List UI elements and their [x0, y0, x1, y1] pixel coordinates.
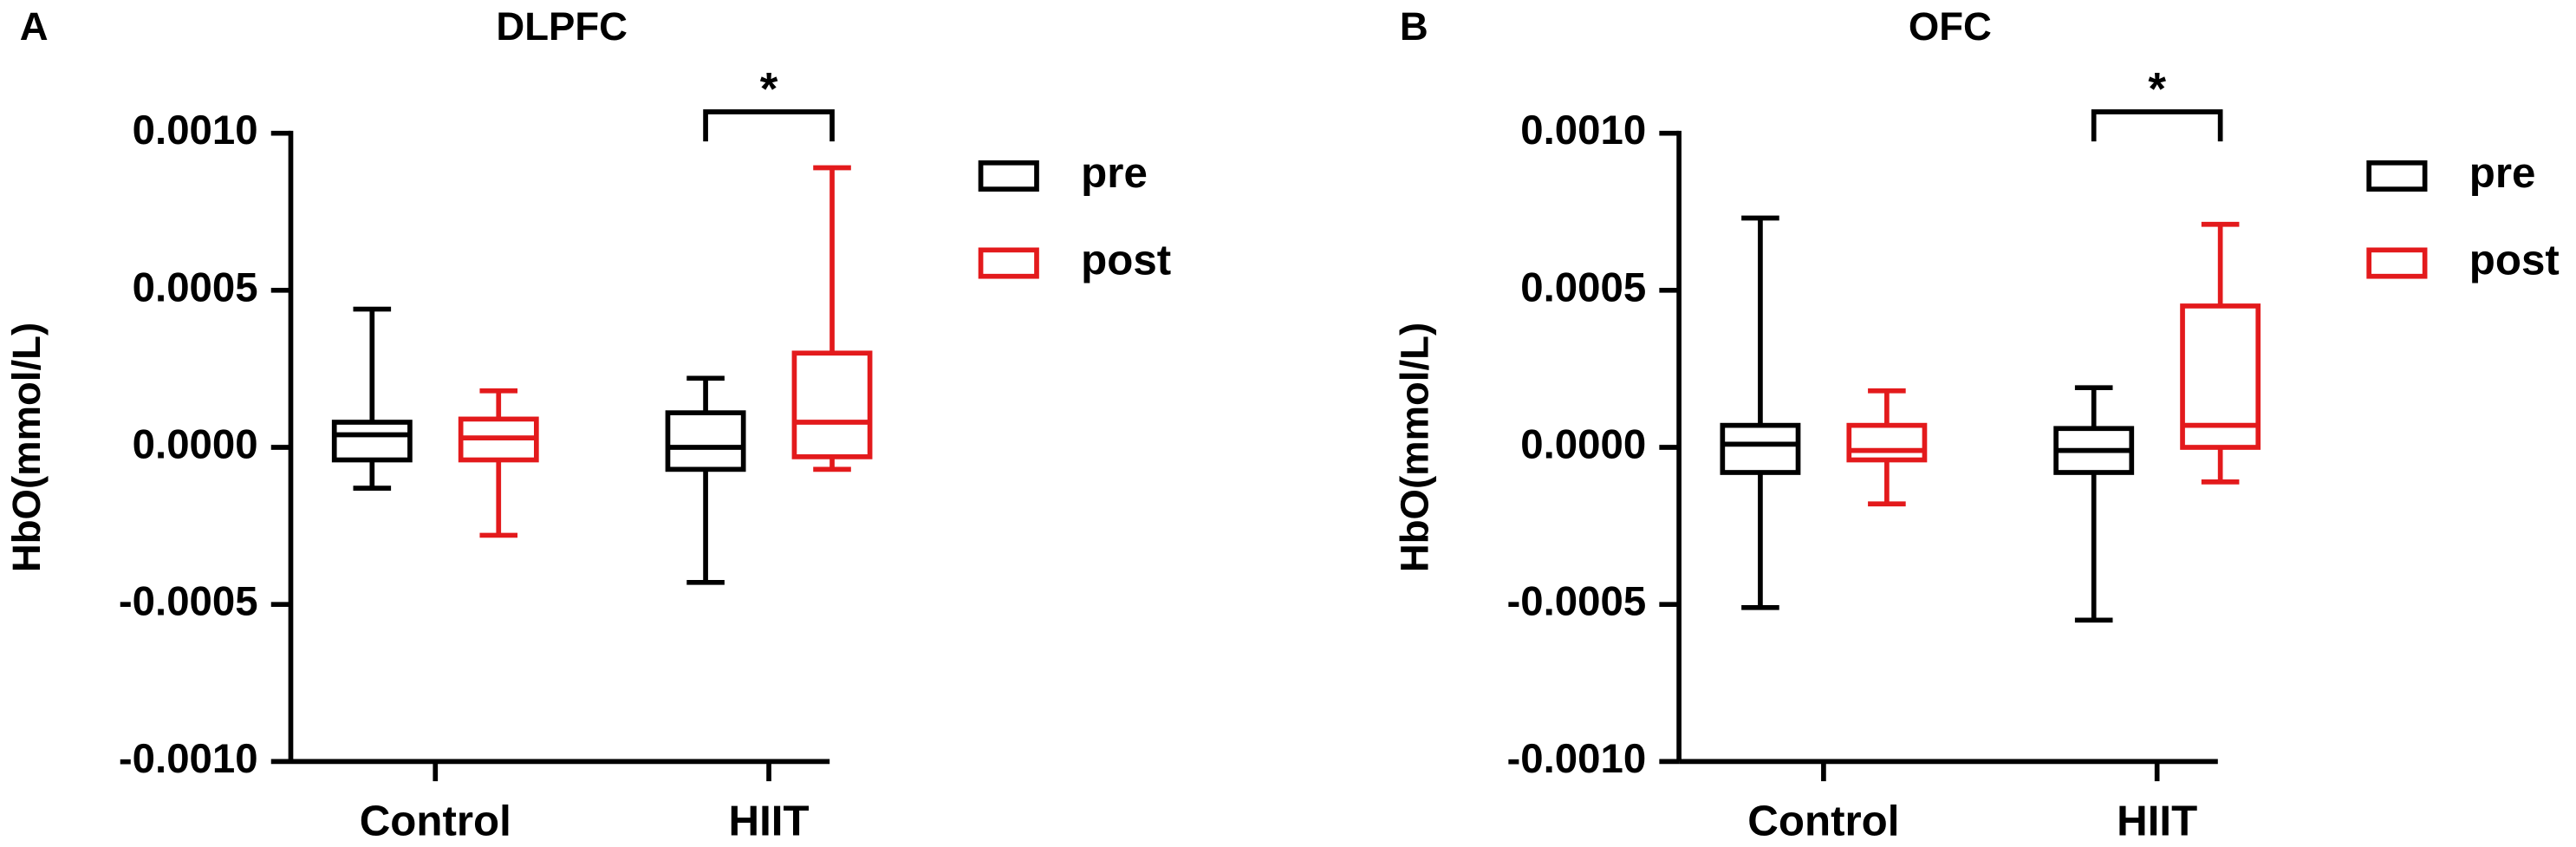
y-tick-label: 0.0005: [133, 264, 258, 310]
x-tick-label: HIIT: [729, 797, 810, 844]
x-tick-label: Control: [1747, 797, 1899, 844]
y-tick-label: -0.0010: [119, 736, 258, 782]
box: [331, 420, 413, 463]
box: [665, 410, 746, 472]
significance-bracket: [2091, 109, 2223, 142]
significance-label: *: [2148, 63, 2166, 114]
y-tick-label: 0.0000: [1520, 422, 1646, 468]
legend-swatch: [2366, 160, 2428, 192]
legend-label: pre: [1081, 149, 1148, 197]
box: [1720, 422, 1801, 475]
x-tick-label: HIIT: [2117, 797, 2197, 844]
y-tick-label: -0.0005: [1507, 579, 1647, 625]
y-axis-label: HbO(mmol/L): [4, 323, 49, 572]
legend-swatch: [978, 160, 1039, 192]
y-axis-label: HbO(mmol/L): [1393, 323, 1437, 572]
box: [1846, 422, 1928, 463]
legend-label: pre: [2469, 149, 2536, 197]
y-tick-label: -0.0010: [1507, 736, 1647, 782]
y-tick-label: -0.0005: [119, 579, 258, 625]
y-tick-label: 0.0010: [1520, 108, 1646, 153]
y-tick-label: 0.0005: [1520, 264, 1646, 310]
chart-title: DLPFC: [496, 4, 628, 49]
significance-label: *: [760, 63, 778, 114]
chart-title: OFC: [1909, 4, 1992, 49]
significance-bracket: [703, 109, 835, 142]
box: [791, 350, 873, 459]
x-tick-label: Control: [360, 797, 511, 844]
y-tick-label: 0.0000: [133, 422, 258, 468]
y-tick-label: 0.0010: [133, 108, 258, 153]
legend-swatch: [978, 247, 1039, 279]
panel-label: A: [20, 4, 49, 49]
legend-label: post: [2469, 237, 2560, 284]
panel-label: B: [1400, 4, 1428, 49]
legend-swatch: [2366, 247, 2428, 279]
legend-label: post: [1081, 237, 1171, 284]
